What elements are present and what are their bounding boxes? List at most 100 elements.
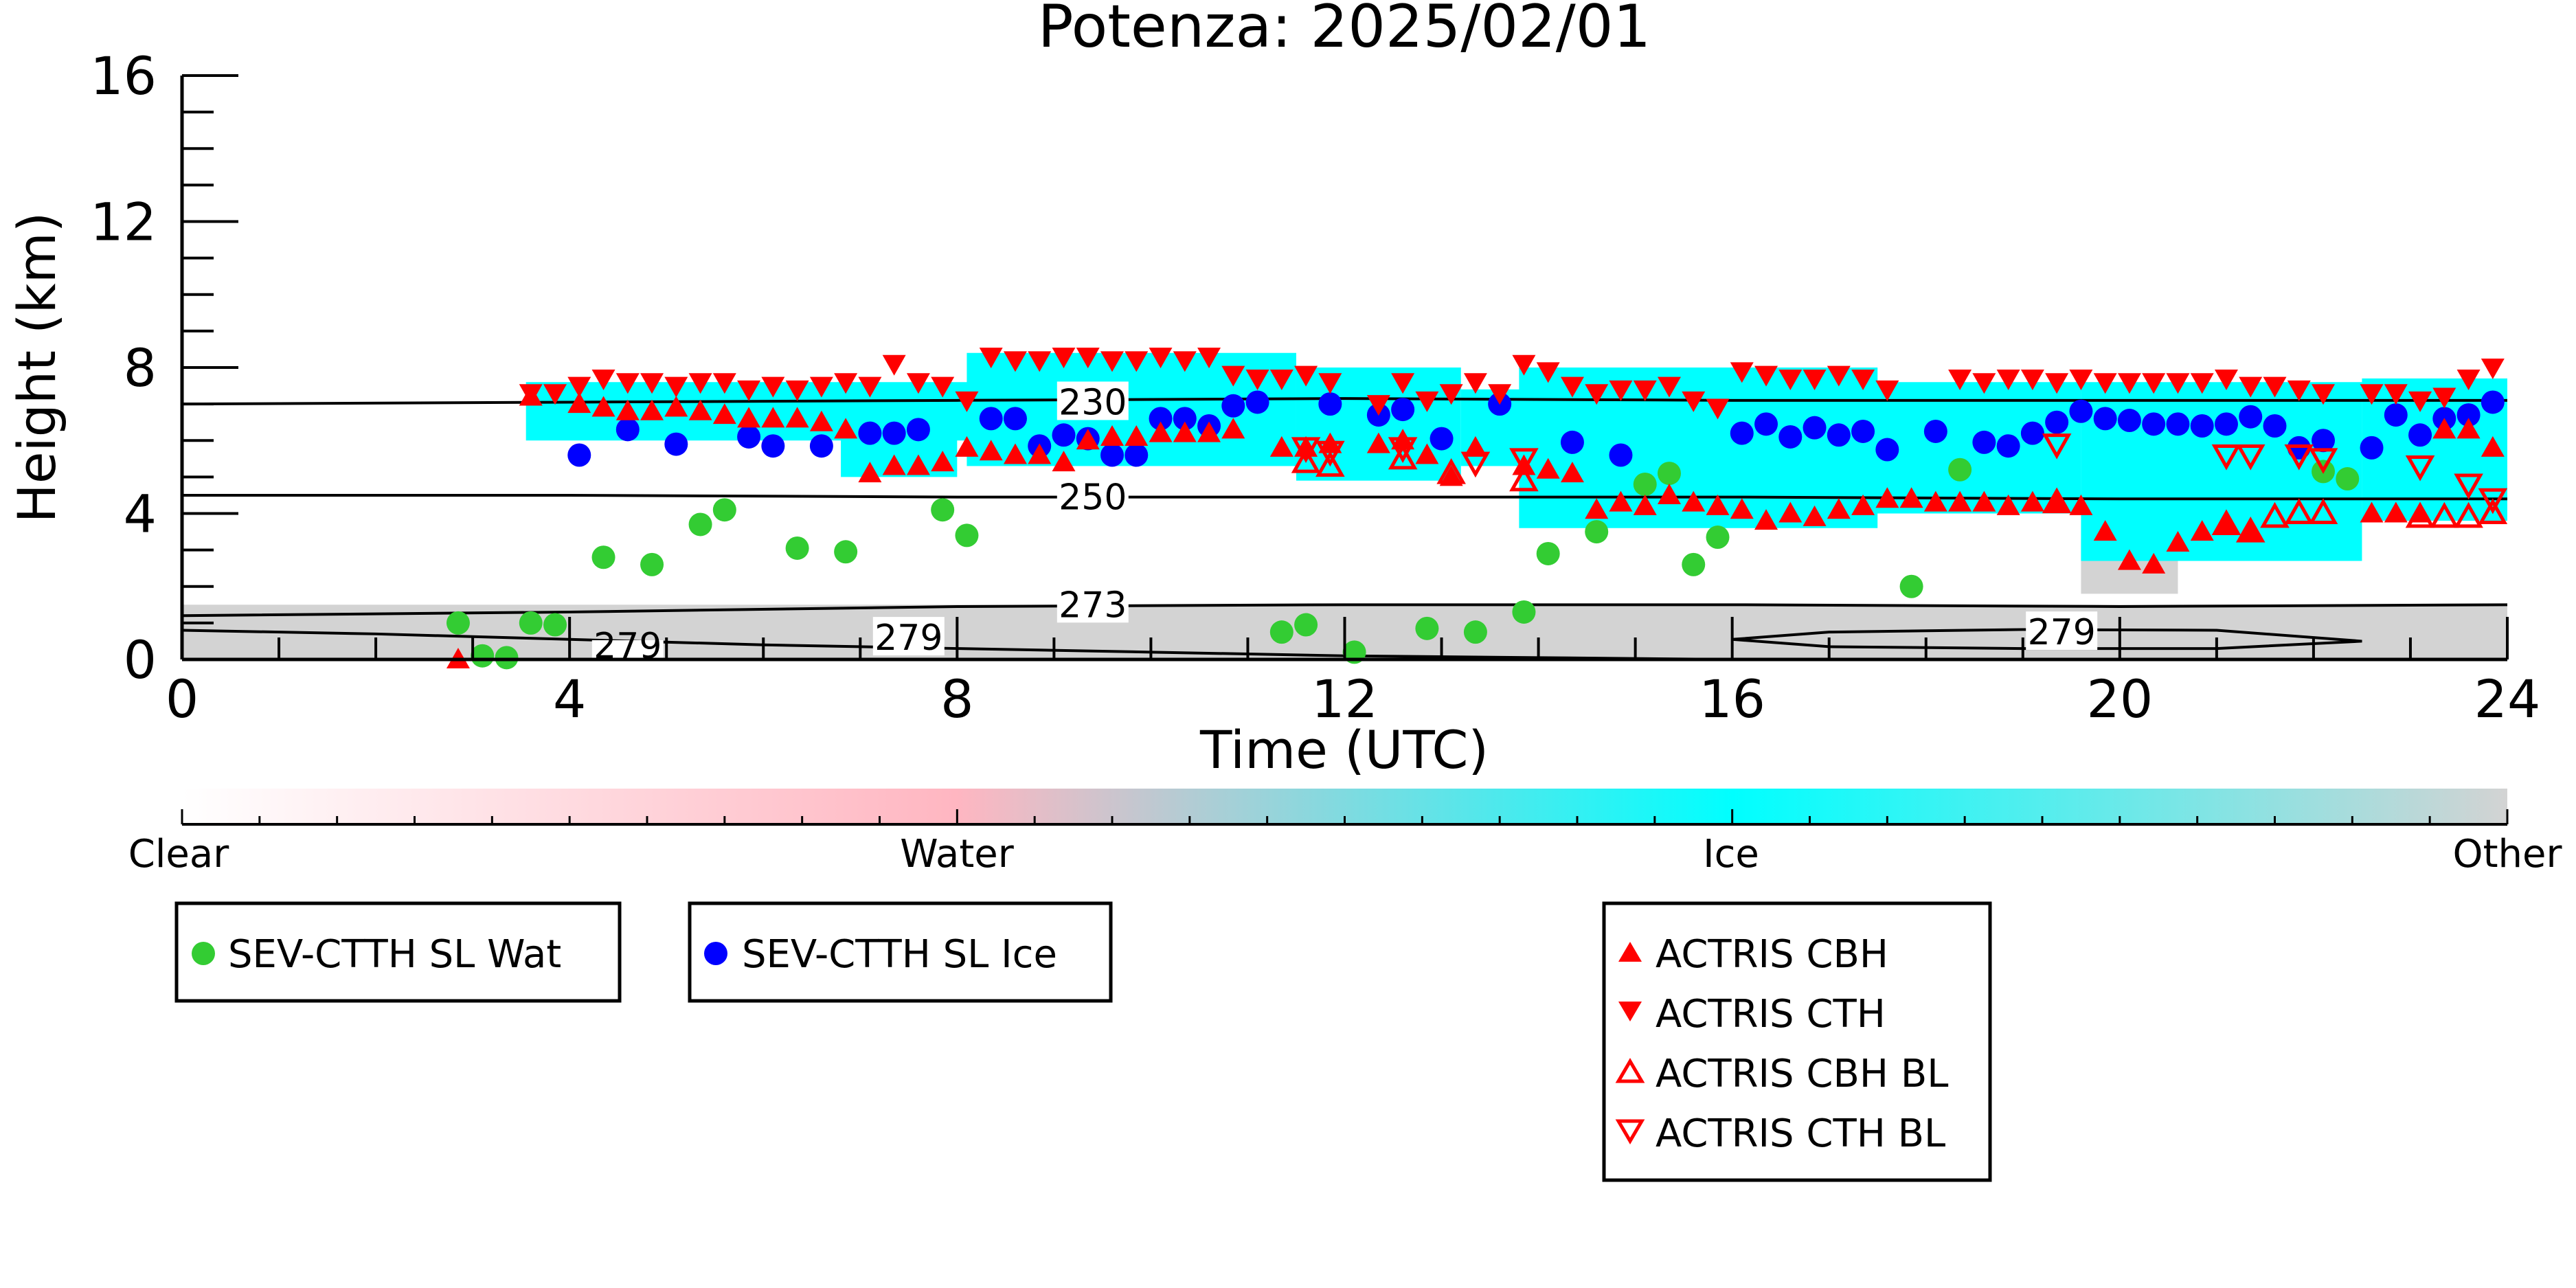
point-sev-ctth-sl-ice	[2481, 390, 2505, 414]
point-actris-cth-bl	[2405, 455, 2435, 482]
x-tick-label: 4	[553, 668, 586, 730]
point-actris-cth	[2432, 387, 2456, 409]
point-actris-cth	[1221, 365, 1245, 387]
point-actris-cbh	[1269, 436, 1293, 457]
point-sev-ctth-sl-wat	[1682, 552, 1706, 576]
point-actris-cth	[2263, 376, 2287, 398]
point-actris-cbh	[1221, 418, 1245, 439]
point-sev-ctth-sl-ice	[2360, 436, 2384, 460]
contour-label: 273	[1059, 585, 1127, 626]
point-actris-cth	[688, 373, 712, 394]
point-actris-cth	[1269, 369, 1293, 390]
point-sev-ctth-sl-ice	[761, 434, 785, 458]
point-actris-cbh	[2239, 520, 2263, 541]
series-actris-cth	[519, 348, 2505, 420]
colorbar-label-water: Water	[900, 832, 1015, 877]
legend-label-sev-wat: SEV-CTTH SL Wat	[228, 932, 561, 977]
point-actris-cbh	[1827, 498, 1851, 519]
point-sev-ctth-sl-ice	[615, 418, 640, 442]
point-actris-cth	[1100, 351, 1124, 372]
x-tick-label: 24	[2474, 668, 2541, 730]
x-axis-label: Time (UTC)	[1199, 719, 1489, 780]
point-actris-cth	[1803, 369, 1827, 390]
x-tick-label: 12	[1311, 668, 1378, 730]
point-actris-cbh	[2069, 494, 2093, 515]
point-sev-ctth-sl-ice	[1052, 423, 1076, 447]
point-actris-cbh	[2020, 490, 2044, 512]
contour-label-bg	[1057, 476, 1129, 515]
point-actris-cth-bl	[1388, 437, 1418, 463]
point-sev-ctth-sl-ice	[1972, 430, 1996, 454]
point-sev-ctth-sl-wat	[1657, 462, 1681, 486]
legend-marker-sev-ice	[704, 942, 727, 965]
point-actris-cth-bl	[2211, 444, 2241, 471]
y-tick-label: 8	[124, 337, 157, 398]
point-actris-cbh	[2166, 531, 2190, 552]
point-sev-ctth-sl-ice	[882, 421, 906, 445]
point-actris-cth	[1851, 369, 1875, 390]
point-actris-cth	[2312, 384, 2336, 405]
point-actris-cbh	[1366, 432, 1390, 453]
temperature-contours: 230 250 273 279 279 279	[182, 381, 2507, 659]
legend-label-actris-cbh-bl: ACTRIS CBH BL	[1656, 1052, 1948, 1096]
point-actris-cbh	[688, 399, 712, 420]
point-actris-cbh	[2214, 512, 2238, 534]
point-sev-ctth-sl-wat	[1899, 574, 1923, 598]
y-axis-label: Height (km)	[6, 212, 67, 523]
point-actris-cbh	[955, 436, 979, 457]
point-actris-cth	[1706, 398, 1730, 420]
point-sev-ctth-sl-ice	[1851, 419, 1875, 443]
point-sev-ctth-sl-ice	[1754, 412, 1778, 436]
series-actris-cbh-bl	[1291, 443, 2508, 543]
point-actris-cth	[2408, 391, 2432, 412]
point-actris-cbh	[2481, 436, 2505, 457]
point-actris-cbh	[2190, 520, 2214, 541]
point-actris-cth	[1972, 373, 1996, 394]
point-actris-cth	[591, 369, 615, 390]
point-sev-ctth-sl-ice	[1803, 416, 1827, 440]
point-actris-cbh	[1585, 498, 1609, 519]
point-actris-cth	[615, 373, 640, 394]
colorbar-label-other: Other	[2452, 832, 2562, 877]
contour-label-bg	[2026, 611, 2098, 651]
point-actris-cbh-bl	[1291, 447, 1321, 473]
point-actris-cbh	[615, 399, 640, 420]
point-actris-cbh-bl	[1388, 443, 1418, 470]
point-sev-ctth-sl-ice	[2020, 421, 2044, 445]
point-actris-cbh	[1682, 490, 1706, 512]
point-sev-ctth-sl-ice	[1245, 390, 1269, 414]
point-actris-cbh	[1972, 490, 1996, 512]
point-actris-cbh	[664, 396, 688, 417]
point-actris-cbh-bl	[1509, 465, 1539, 492]
point-actris-cth-bl	[1509, 448, 1539, 474]
point-sev-ctth-sl-wat	[1512, 600, 1536, 624]
point-actris-cth	[712, 373, 736, 394]
point-actris-cth	[2166, 373, 2190, 394]
point-sev-ctth-sl-ice	[809, 434, 833, 458]
point-actris-cth	[2117, 373, 2141, 394]
point-actris-cth	[931, 376, 955, 398]
point-actris-cbh	[1803, 505, 1827, 526]
point-actris-cth-bl	[2235, 444, 2266, 471]
y-tick-label: 12	[90, 192, 157, 253]
legend-marker-actris-cbh	[1618, 942, 1642, 962]
point-actris-cth	[979, 348, 1003, 369]
point-actris-cth	[567, 376, 591, 398]
point-actris-cth	[543, 384, 567, 405]
point-actris-cth-bl	[1460, 451, 1491, 478]
point-actris-cth	[1754, 365, 1778, 387]
point-actris-cbh	[1052, 451, 1076, 472]
point-actris-cth-bl	[2042, 433, 2072, 460]
legend-label-actris-cth: ACTRIS CTH	[1656, 992, 1886, 1037]
point-actris-cth	[882, 354, 906, 376]
point-sev-ctth-sl-ice	[2408, 423, 2432, 447]
point-actris-cbh	[1948, 490, 1972, 512]
point-sev-ctth-sl-ice	[1430, 427, 1454, 451]
point-sev-ctth-sl-wat	[1269, 620, 1293, 644]
x-tick-label: 8	[940, 668, 973, 730]
legend-marker-actris-cth-bl	[1615, 1119, 1645, 1144]
point-actris-cbh	[2432, 418, 2456, 439]
point-actris-cbh	[2384, 501, 2408, 523]
point-actris-cbh	[1536, 457, 1560, 479]
